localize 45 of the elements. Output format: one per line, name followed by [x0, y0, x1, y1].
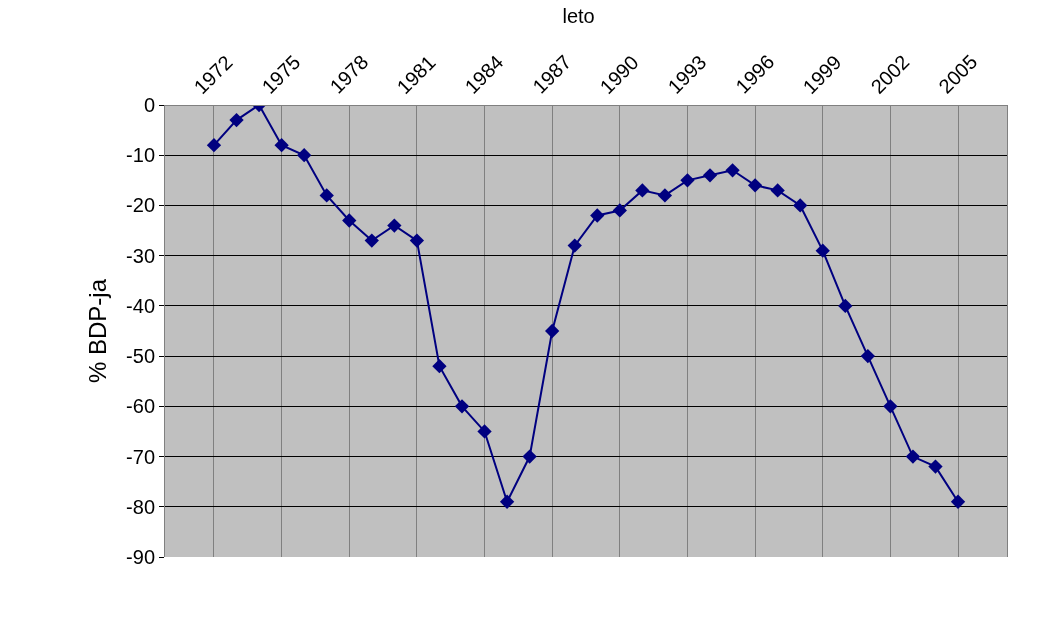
- point: [793, 198, 808, 213]
- point: [454, 399, 470, 414]
- point: [206, 138, 222, 153]
- point: [612, 203, 627, 218]
- point: [499, 494, 515, 509]
- point: [635, 183, 650, 198]
- point: [364, 233, 379, 248]
- point: [725, 163, 740, 178]
- y-tick-label: -20: [126, 194, 155, 217]
- point: [883, 399, 898, 414]
- point: [928, 459, 943, 474]
- y-axis-title: % BDP-ja: [84, 278, 112, 384]
- point: [477, 424, 492, 439]
- point: [522, 449, 537, 464]
- point: [657, 188, 673, 203]
- point: [905, 449, 921, 464]
- point: [815, 243, 830, 258]
- y-tick-label: -80: [126, 495, 155, 518]
- point: [747, 178, 763, 193]
- point: [860, 348, 875, 364]
- point: [229, 112, 244, 128]
- point: [432, 359, 447, 374]
- point: [342, 213, 357, 228]
- y-tick-label: -60: [126, 395, 155, 418]
- y-tick-label: -30: [126, 244, 155, 267]
- y-tick-label: -70: [126, 445, 155, 468]
- y-tick-label: 0: [143, 94, 155, 116]
- point: [590, 208, 605, 223]
- y-tick-label: -90: [126, 546, 155, 568]
- y-tick-label: -40: [126, 294, 155, 317]
- point: [702, 168, 718, 183]
- y-tick-label: -10: [126, 144, 155, 167]
- point: [409, 233, 425, 248]
- chart-title: leto: [562, 5, 595, 28]
- y-tick-label: -50: [126, 345, 155, 368]
- point: [567, 238, 582, 253]
- point: [838, 298, 853, 314]
- point: [274, 138, 289, 153]
- point: [297, 148, 312, 163]
- point: [545, 323, 560, 339]
- point: [950, 494, 966, 509]
- point: [680, 173, 695, 188]
- point: [319, 188, 334, 203]
- point: [770, 183, 785, 198]
- point: [387, 218, 402, 233]
